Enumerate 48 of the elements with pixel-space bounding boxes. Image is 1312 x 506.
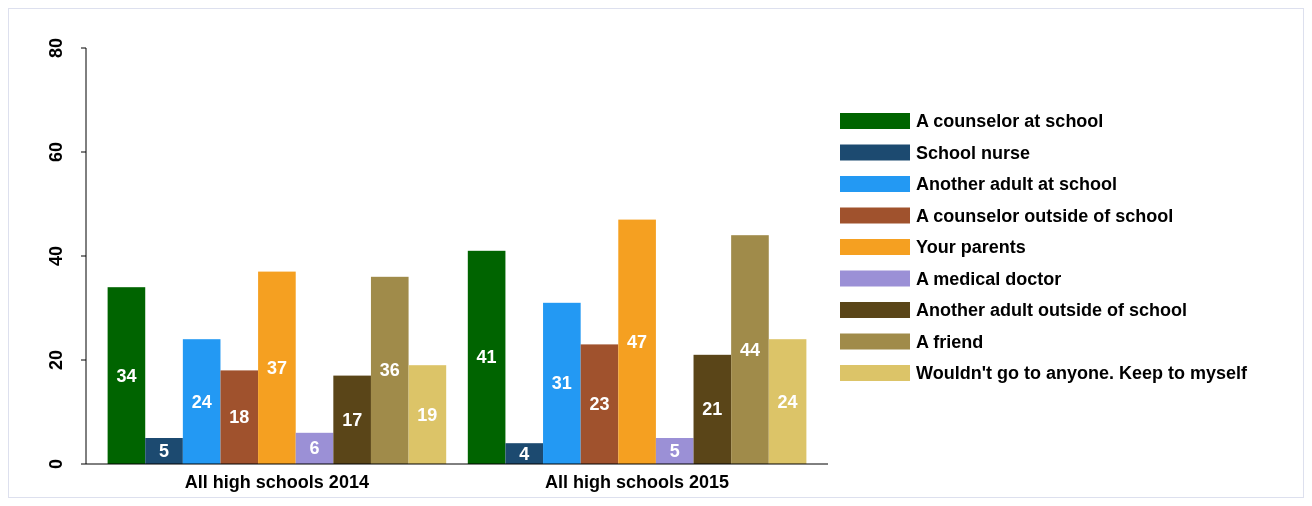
y-tick-label: 60 bbox=[46, 141, 66, 163]
y-tick-label: 40 bbox=[46, 245, 66, 267]
legend-label: Your parents bbox=[916, 237, 1026, 257]
legend-label: A counselor at school bbox=[916, 111, 1104, 131]
x-tick-label: All high schools 2015 bbox=[545, 472, 730, 492]
legend-label: Another adult outside of school bbox=[916, 300, 1187, 320]
bar bbox=[408, 365, 447, 464]
bar bbox=[618, 219, 656, 464]
legend-label: School nurse bbox=[916, 142, 1031, 163]
bar bbox=[258, 271, 296, 464]
bar bbox=[467, 250, 506, 464]
bar bbox=[768, 339, 807, 464]
data-label: 41 bbox=[476, 347, 497, 368]
data-label: 23 bbox=[589, 394, 610, 415]
legend-label: Wouldn't go to anyone. Keep to myself bbox=[916, 363, 1248, 383]
y-tick-label: 80 bbox=[46, 37, 66, 59]
data-label: 5 bbox=[159, 441, 170, 461]
bar bbox=[693, 354, 732, 464]
data-label: 5 bbox=[669, 441, 680, 461]
data-label: 47 bbox=[627, 331, 648, 352]
bar bbox=[370, 276, 409, 464]
data-label: 24 bbox=[191, 391, 212, 412]
legend-label: A friend bbox=[916, 331, 984, 352]
data-label: 36 bbox=[379, 360, 400, 381]
data-label: 34 bbox=[116, 365, 137, 386]
data-label: 44 bbox=[739, 339, 760, 360]
bar bbox=[333, 375, 371, 464]
legend-label: A counselor outside of school bbox=[916, 205, 1174, 226]
data-label: 4 bbox=[519, 443, 530, 464]
y-tick-label: 20 bbox=[46, 349, 66, 371]
data-label: 31 bbox=[551, 373, 572, 394]
bar bbox=[731, 235, 769, 464]
data-label: 17 bbox=[342, 409, 363, 430]
x-tick-label: All high schools 2014 bbox=[184, 472, 369, 492]
bar bbox=[580, 344, 619, 464]
data-label: 37 bbox=[266, 357, 287, 378]
bar bbox=[107, 287, 146, 464]
data-label: 19 bbox=[417, 404, 438, 425]
bar bbox=[182, 339, 221, 464]
legend-label: Another adult at school bbox=[916, 174, 1118, 194]
data-label: 24 bbox=[777, 391, 798, 412]
data-label: 21 bbox=[702, 399, 723, 420]
data-label: 6 bbox=[309, 438, 320, 459]
bar bbox=[543, 302, 581, 464]
y-tick-label: 0 bbox=[46, 458, 66, 470]
bar bbox=[220, 370, 259, 464]
legend-label: A medical doctor bbox=[916, 268, 1062, 289]
data-label: 18 bbox=[229, 407, 250, 428]
